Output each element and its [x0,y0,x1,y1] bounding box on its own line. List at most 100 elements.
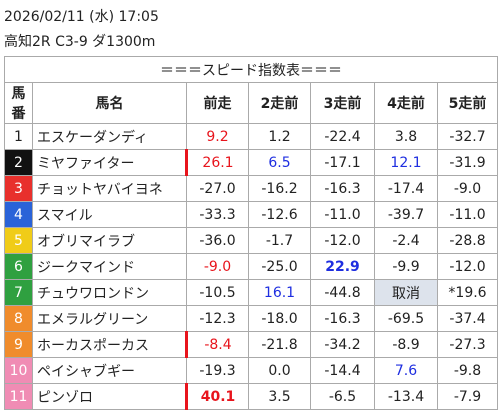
speed-index: -9.0 [436,175,499,202]
speed-index: 12.1 [374,149,438,176]
column-header: 5走前 [436,82,499,124]
speed-index: -16.3 [310,175,375,202]
horse-name: エメラルグリーン [32,305,187,332]
speed-index: -12.0 [436,253,499,280]
speed-index: -32.7 [436,123,499,150]
horse-number: 3 [4,175,33,202]
horse-number: 6 [4,253,33,280]
horse-row: 7 チュウワロンドン -10.5 16.1 -44.8 取消 *19.6 [4,279,499,306]
speed-index: 取消 [374,279,438,306]
horse-row: 11 ピンゾロ 40.1 3.5 -6.5 -13.4 -7.9 [4,383,499,410]
speed-index: 26.1 [185,149,249,176]
horse-name: スマイル [32,201,187,228]
speed-index: -8.4 [185,331,249,358]
horse-row: 3 チョットヤバイヨネ -27.0 -16.2 -16.3 -17.4 -9.0 [4,175,499,202]
horse-row: 8 エメラルグリーン -12.3 -18.0 -16.3 -69.5 -37.4 [4,305,499,332]
speed-index: -25.0 [248,253,311,280]
speed-table: ＝＝＝スピード指数表＝＝＝ 馬番 馬名 前走 2走前 3走前 4走前 5走前 1 エスケーダン… [3,56,499,410]
speed-index: 6.5 [248,149,311,176]
speed-index: -31.9 [436,149,499,176]
column-header: 馬番 [4,82,33,124]
speed-index: -27.3 [436,331,499,358]
speed-index: 3.8 [374,123,438,150]
speed-index: -16.2 [248,175,311,202]
horse-number: 7 [4,279,33,306]
horse-row: 2 ミヤファイター 26.1 6.5 -17.1 12.1 -31.9 [4,149,499,176]
horse-number: 5 [4,227,33,254]
speed-index: -34.2 [310,331,375,358]
speed-index: 16.1 [248,279,311,306]
horse-name: ペイシャブギー [32,357,187,384]
horse-number: 2 [4,149,33,176]
speed-index: -18.0 [248,305,311,332]
speed-index: -6.5 [310,383,375,410]
speed-index: 7.6 [374,357,438,384]
column-header: 前走 [186,82,249,124]
speed-index: 9.2 [186,123,249,150]
speed-index: -22.4 [310,123,375,150]
speed-index: -12.0 [310,227,375,254]
speed-index: -10.5 [186,279,249,306]
speed-index: -17.4 [374,175,438,202]
speed-index: 1.2 [248,123,311,150]
speed-index: -7.9 [436,383,499,410]
speed-index: -11.0 [436,201,499,228]
speed-index: -2.4 [374,227,438,254]
speed-index: -9.0 [186,253,249,280]
horse-name: エスケーダンディ [32,123,187,150]
horse-name: チュウワロンドン [32,279,187,306]
speed-index: 40.1 [185,383,249,410]
horse-number: 8 [4,305,33,332]
table-wrap: ＝＝＝スピード指数表＝＝＝ 馬番 馬名 前走 2走前 3走前 4走前 5走前 1 エスケーダン… [3,56,499,410]
horse-number: 4 [4,201,33,228]
date-time: 2026/02/11 (水) 17:05 [4,9,159,25]
horse-name: ピンゾロ [32,383,187,410]
speed-index: 3.5 [248,383,311,410]
speed-index: -27.0 [186,175,249,202]
column-header: 馬名 [32,82,187,124]
horse-name: ホーカスポーカス [32,331,187,358]
speed-index: -39.7 [374,201,438,228]
speed-index: *19.6 [436,279,499,306]
speed-index: -13.4 [374,383,438,410]
speed-index: -37.4 [436,305,499,332]
header-row: 馬番 馬名 前走 2走前 3走前 4走前 5走前 [4,82,499,124]
column-header: 4走前 [374,82,438,124]
table-title: ＝＝＝スピード指数表＝＝＝ [3,56,499,83]
speed-index: -11.0 [310,201,375,228]
speed-index: -16.3 [310,305,375,332]
horse-number: 11 [4,383,33,410]
horse-row: 10 ペイシャブギー -19.3 0.0 -14.4 7.6 -9.8 [4,357,499,384]
speed-index: -12.3 [186,305,249,332]
horse-row: 1 エスケーダンディ 9.2 1.2 -22.4 3.8 -32.7 [4,123,499,150]
speed-index: -9.8 [436,357,499,384]
speed-index: -19.3 [186,357,249,384]
column-header: 3走前 [310,82,375,124]
speed-index: -8.9 [374,331,438,358]
horse-number: 9 [4,331,33,358]
speed-index: -69.5 [374,305,438,332]
speed-index: -9.9 [374,253,438,280]
speed-index: -36.0 [186,227,249,254]
horse-row: 4 スマイル -33.3 -12.6 -11.0 -39.7 -11.0 [4,201,499,228]
race-info: 高知2R C3-9 ダ1300m [4,34,156,50]
speed-index: 0.0 [248,357,311,384]
speed-index: -1.7 [248,227,311,254]
speed-index: -33.3 [186,201,249,228]
horse-name: チョットヤバイヨネ [32,175,187,202]
column-header: 2走前 [248,82,311,124]
speed-index: 22.9 [310,253,375,280]
horse-name: ジークマインド [32,253,187,280]
speed-index: -14.4 [310,357,375,384]
speed-index: -44.8 [310,279,375,306]
speed-index: -17.1 [310,149,375,176]
speed-index: -28.8 [436,227,499,254]
horse-number: 1 [4,123,33,150]
speed-index: -21.8 [248,331,311,358]
horse-row: 5 オブリマイラブ -36.0 -1.7 -12.0 -2.4 -28.8 [4,227,499,254]
horse-name: ミヤファイター [32,149,187,176]
horse-row: 9 ホーカスポーカス -8.4 -21.8 -34.2 -8.9 -27.3 [4,331,499,358]
horse-row: 6 ジークマインド -9.0 -25.0 22.9 -9.9 -12.0 [4,253,499,280]
horse-name: オブリマイラブ [32,227,187,254]
